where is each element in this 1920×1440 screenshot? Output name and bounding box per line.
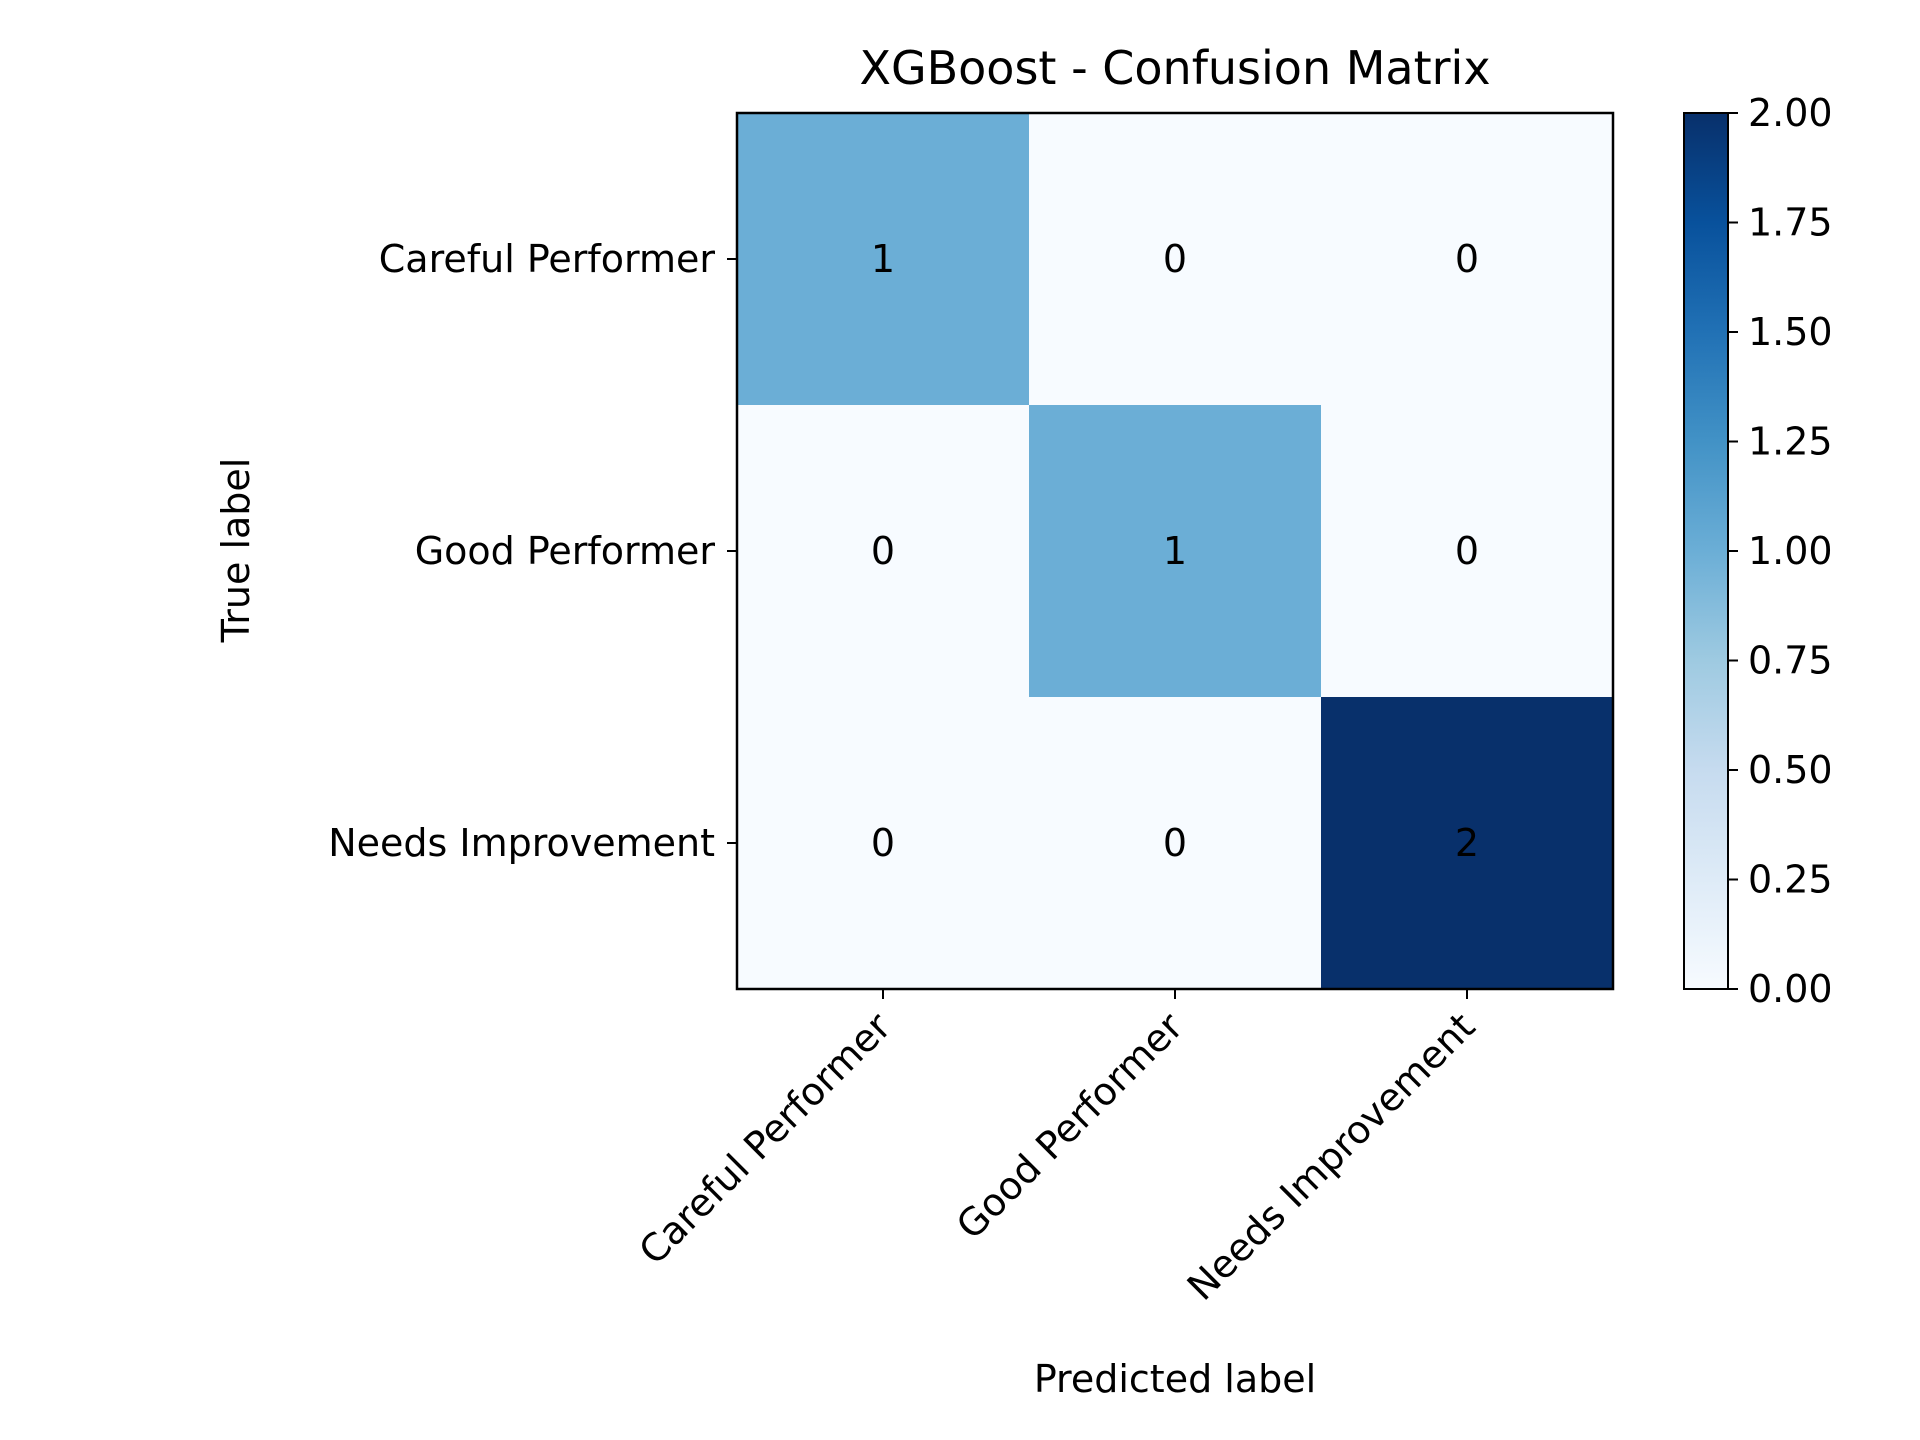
cell-value-label: 0: [1455, 529, 1479, 573]
colorbar-tick-label: 1.00: [1748, 529, 1833, 573]
matrix-cell: [1321, 405, 1613, 697]
colorbar-tick-label: 1.75: [1748, 201, 1833, 245]
colorbar: 0.00 0.25 0.50 0.75 1.00 1.25 1.50 1.75 2.00: [1683, 91, 1833, 1011]
matrix-cell: [1029, 697, 1321, 989]
colorbar-tick-label: 1.25: [1748, 420, 1833, 464]
chart-title: XGBoost - Confusion Matrix: [859, 41, 1490, 95]
y-axis-label: True label: [214, 458, 258, 644]
x-tick-label: Good Performer: [948, 1004, 1192, 1248]
cell-value-label: 0: [1163, 237, 1187, 281]
matrix-cell: [1029, 405, 1321, 697]
matrix-cell: [737, 697, 1029, 989]
colorbar-tick-label: 2.00: [1748, 91, 1833, 135]
colorbar-tick-label: 0.50: [1748, 748, 1833, 792]
cell-value-label: 2: [1455, 821, 1479, 865]
matrix-cell: [1321, 113, 1613, 405]
y-axis-ticks: Careful Performer Good Performer Needs Imp…: [328, 237, 737, 865]
y-tick-label: Careful Performer: [379, 237, 716, 281]
y-tick-label: Needs Improvement: [328, 821, 715, 865]
matrix-area: 1 0 0 0 1 0 0 0 2: [735, 111, 1615, 991]
x-tick-label: Careful Performer: [630, 1004, 899, 1273]
x-tick-label: Needs Improvement: [1179, 1004, 1484, 1309]
matrix-cell: [737, 405, 1029, 697]
matrix-cell: [1321, 697, 1613, 989]
colorbar-tick-label: 1.50: [1748, 310, 1833, 354]
cell-value-label: 0: [1455, 237, 1479, 281]
x-axis-label: Predicted label: [1034, 1357, 1316, 1401]
matrix-cell: [737, 113, 1029, 405]
cell-value-label: 0: [871, 529, 895, 573]
cell-value-label: 0: [871, 821, 895, 865]
matrix-cell: [1029, 113, 1321, 405]
cell-value-label: 1: [871, 237, 895, 281]
colorbar-gradient: [1683, 112, 1729, 990]
y-tick-label: Good Performer: [415, 529, 716, 573]
cell-value-label: 0: [1163, 821, 1187, 865]
colorbar-tick-label: 0.25: [1748, 858, 1833, 902]
colorbar-tick-label: 0.00: [1748, 967, 1833, 1011]
cell-value-label: 1: [1163, 529, 1187, 573]
colorbar-tick-label: 0.75: [1748, 639, 1833, 683]
